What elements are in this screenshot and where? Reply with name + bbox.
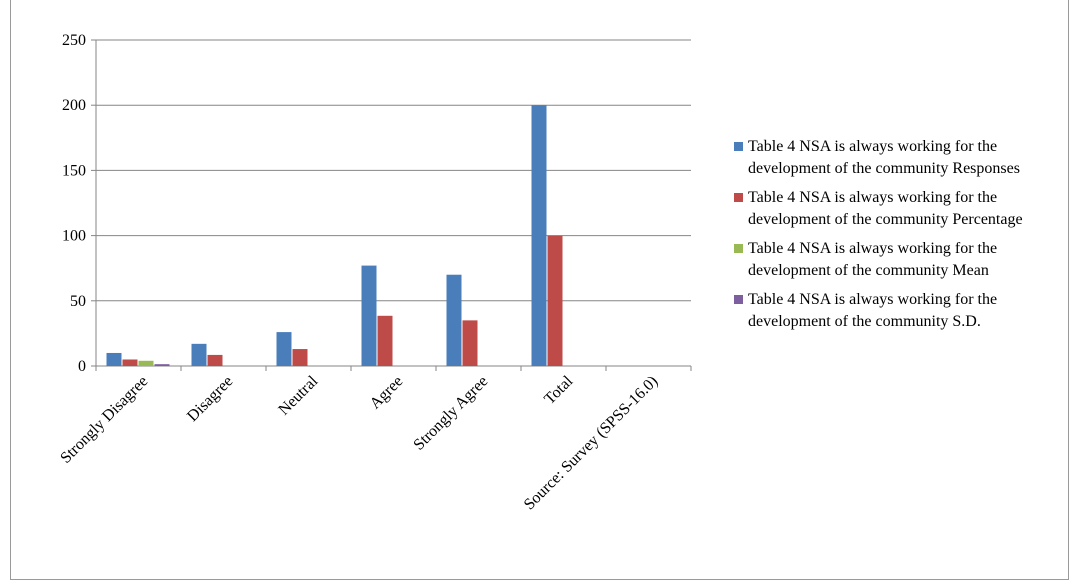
legend-swatch — [734, 142, 743, 151]
legend-label: Table 4 NSA is always working for the de… — [748, 189, 1023, 228]
bar — [377, 315, 393, 366]
x-tick-label: Disagree — [184, 373, 236, 425]
legend-label: Table 4 NSA is always working for the de… — [748, 138, 1020, 177]
bar — [462, 320, 478, 366]
bar — [154, 364, 170, 366]
legend-label: Table 4 NSA is always working for the de… — [748, 240, 998, 279]
x-tick-label: Strongly Agree — [410, 373, 491, 454]
y-tick-label: 150 — [62, 162, 86, 179]
bar — [138, 360, 154, 366]
bar — [361, 265, 377, 366]
legend-item: Table 4 NSA is always working for the de… — [734, 238, 1071, 282]
bar — [191, 343, 207, 366]
legend-item: Table 4 NSA is always working for the de… — [734, 289, 1071, 333]
legend-item: Table 4 NSA is always working for the de… — [734, 136, 1071, 180]
x-tick-label: Total — [541, 372, 576, 407]
bar — [446, 274, 462, 366]
x-tick-label: Strongly Disagree — [57, 373, 151, 467]
y-tick-label: 200 — [62, 97, 86, 114]
x-tick-label: Agree — [367, 373, 407, 413]
legend-item: Table 4 NSA is always working for the de… — [734, 187, 1071, 231]
bar — [292, 349, 308, 366]
legend-swatch — [734, 244, 743, 253]
legend-swatch — [734, 295, 743, 304]
x-tick-label: Neutral — [275, 372, 321, 418]
bar — [276, 332, 292, 366]
y-tick-label: 100 — [62, 228, 86, 245]
chart-frame: 0 50 100 150 200 250 Strongly Disagree Disagree… — [10, 0, 1069, 580]
legend-label: Table 4 NSA is always working for the de… — [748, 291, 998, 330]
bar — [106, 352, 122, 366]
bar-chart: 0 50 100 150 200 250 Strongly Disagree Disagree… — [57, 32, 692, 513]
legend: Table 4 NSA is always working for the de… — [734, 136, 1071, 340]
bar — [547, 235, 563, 366]
bar — [531, 105, 547, 366]
y-tick-label: 0 — [78, 358, 86, 375]
bar — [122, 359, 138, 366]
legend-swatch — [734, 193, 743, 202]
y-tick-label: 50 — [70, 293, 86, 310]
bar — [207, 354, 223, 366]
y-tick-label: 250 — [62, 32, 86, 49]
